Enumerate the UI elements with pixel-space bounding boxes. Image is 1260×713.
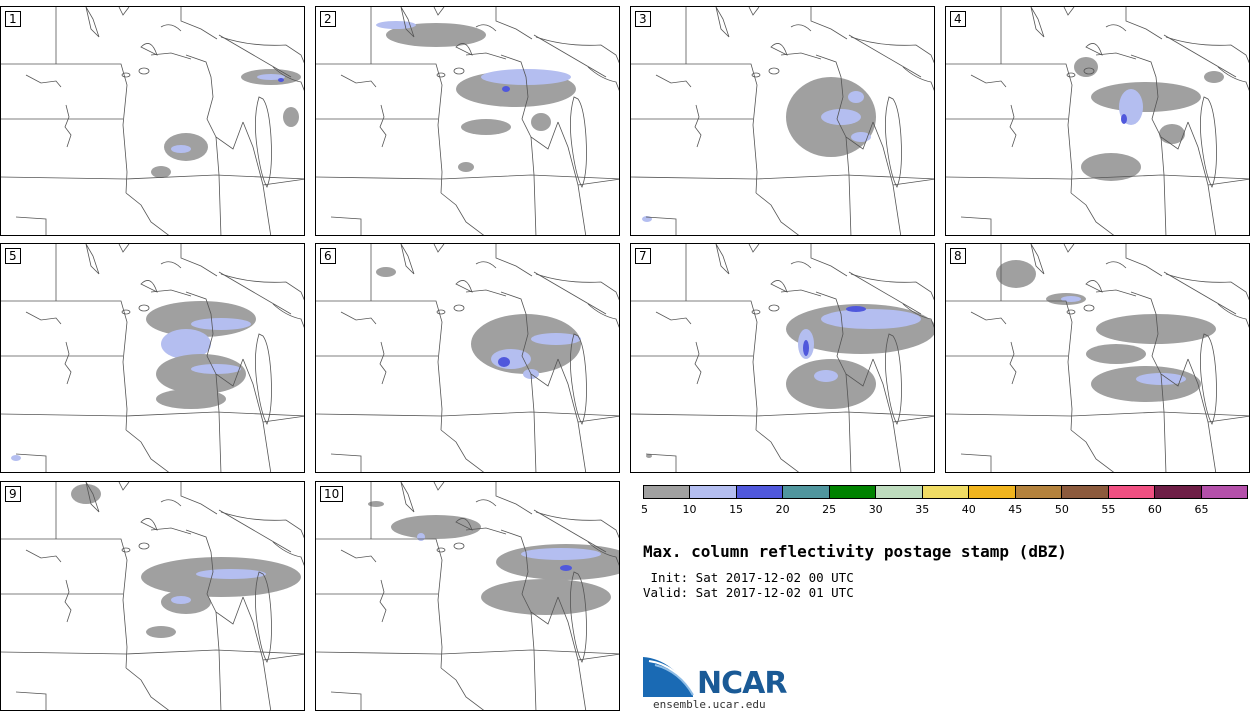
legend-tick-label: 20: [775, 503, 790, 516]
legend-swatch: [1155, 486, 1202, 498]
legend-swatch: [1015, 486, 1063, 498]
legend-swatch: [922, 486, 970, 498]
member-map: [946, 244, 1249, 472]
init-time: Init: Sat 2017-12-02 00 UTC: [643, 570, 854, 585]
legend-tick-label: 5: [641, 503, 648, 516]
legend-swatch: [1108, 486, 1156, 498]
member-label: 1: [5, 11, 21, 27]
member-label: 8: [950, 248, 966, 264]
plot-title: Max. column reflectivity postage stamp (…: [643, 542, 1067, 561]
member-label: 2: [320, 11, 336, 27]
legend-tick-label: 55: [1101, 503, 1116, 516]
legend-tick-label: 25: [822, 503, 837, 516]
member-map: [631, 244, 934, 472]
logo-url: ensemble.ucar.edu: [653, 698, 766, 711]
legend-tick-label: 60: [1147, 503, 1162, 516]
legend-swatch: [969, 486, 1016, 498]
member-label: 5: [5, 248, 21, 264]
legend-tick-label: 10: [682, 503, 697, 516]
member-map: [1, 482, 304, 710]
member-label: 4: [950, 11, 966, 27]
legend-swatch: [783, 486, 830, 498]
legend-swatch: [690, 486, 737, 498]
color-legend: [643, 485, 1248, 499]
member-label: 6: [320, 248, 336, 264]
member-panel-5: 5: [0, 243, 305, 473]
legend-tick-label: 65: [1194, 503, 1209, 516]
member-panel-8: 8: [945, 243, 1250, 473]
legend-swatch: [1062, 486, 1109, 498]
valid-time: Valid: Sat 2017-12-02 01 UTC: [643, 585, 854, 600]
legend-swatch: [829, 486, 877, 498]
legend-swatch: [876, 486, 923, 498]
legend-swatch: [644, 486, 691, 498]
member-panel-9: 9: [0, 481, 305, 711]
legend-tick-label: 40: [961, 503, 976, 516]
legend-ticks: 5 10 15 20 25 30 35 40 45 50 55 60 65: [641, 503, 1248, 517]
member-panel-2: 2: [315, 6, 620, 236]
member-panel-10: 10: [315, 481, 620, 711]
member-panel-1: 1: [0, 6, 305, 236]
legend-tick-label: 45: [1008, 503, 1023, 516]
legend-tick-label: 50: [1054, 503, 1069, 516]
member-panel-3: 3: [630, 6, 935, 236]
member-label: 3: [635, 11, 651, 27]
member-map: [1, 244, 304, 472]
member-label: 10: [320, 486, 344, 502]
legend-tick-label: 35: [915, 503, 930, 516]
member-map: [316, 7, 619, 235]
member-map: [946, 7, 1249, 235]
member-label: 7: [635, 248, 651, 264]
logo-name: NCAR: [697, 666, 787, 701]
member-panel-6: 6: [315, 243, 620, 473]
legend-tick-label: 15: [729, 503, 744, 516]
member-label: 9: [5, 486, 21, 502]
legend-swatch: [1201, 486, 1248, 498]
legend-swatch: [736, 486, 784, 498]
member-panel-7: 7: [630, 243, 935, 473]
ncar-logo-icon: [643, 657, 694, 697]
member-map: [1, 7, 304, 235]
member-map: [316, 244, 619, 472]
member-map: [316, 482, 619, 710]
member-panel-4: 4: [945, 6, 1250, 236]
member-map: [631, 7, 934, 235]
legend-tick-label: 30: [868, 503, 883, 516]
